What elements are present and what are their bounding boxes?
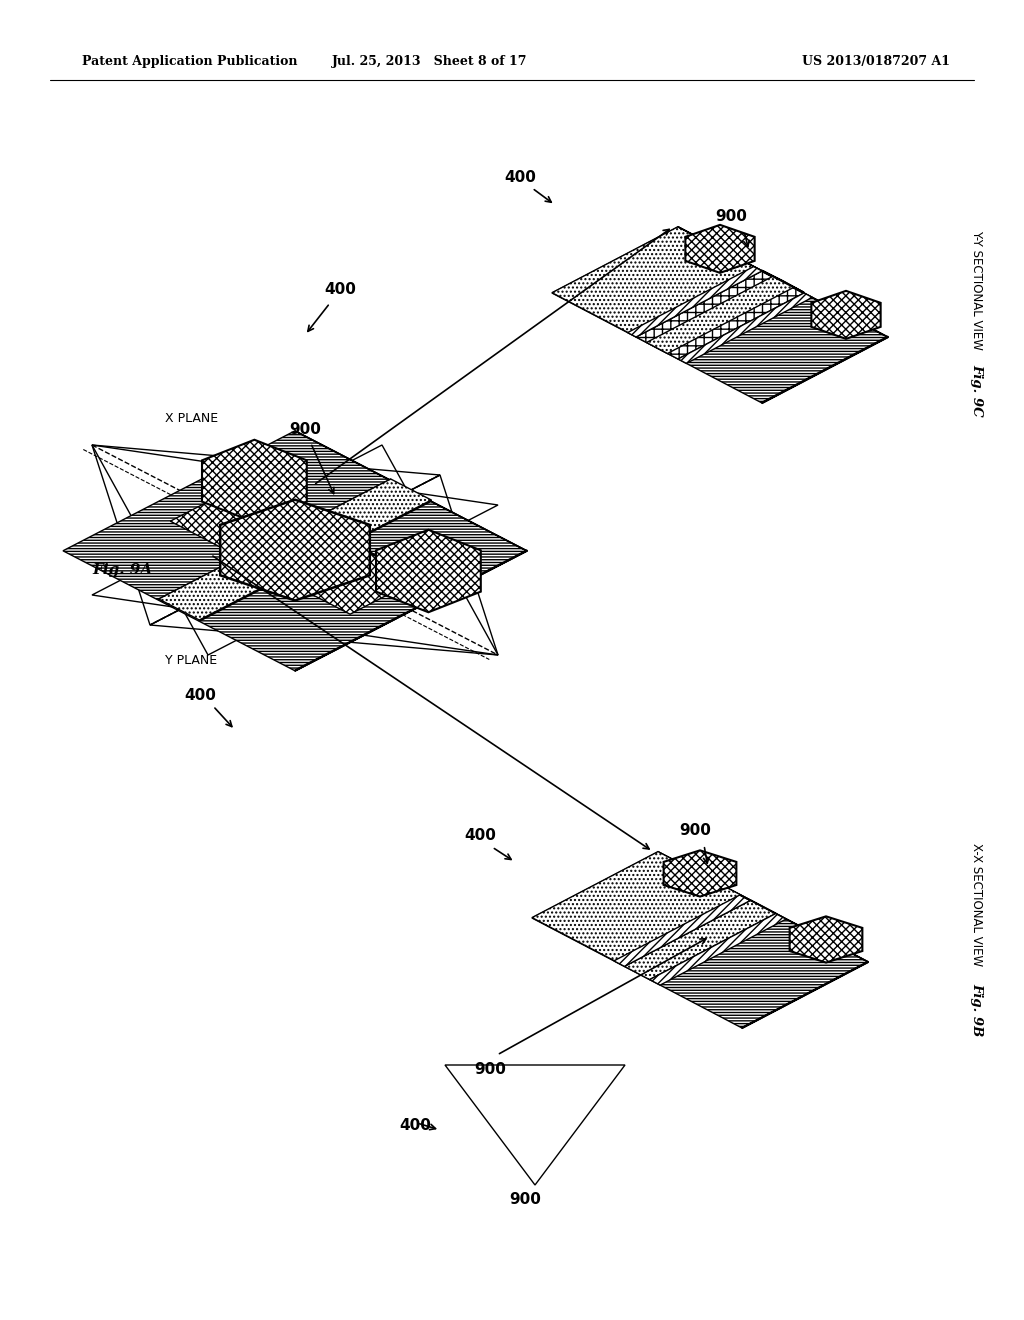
Text: Fig. 9C: Fig. 9C [970,364,983,416]
Polygon shape [202,440,307,523]
Text: Y PLANE: Y PLANE [165,653,217,667]
Text: Jul. 25, 2013   Sheet 8 of 17: Jul. 25, 2013 Sheet 8 of 17 [332,55,527,69]
Polygon shape [762,337,888,404]
Text: US 2013/0187207 A1: US 2013/0187207 A1 [802,55,950,69]
Text: 400: 400 [504,170,536,186]
Polygon shape [678,227,888,338]
Polygon shape [658,851,751,900]
Polygon shape [200,500,431,622]
Text: 900: 900 [290,422,322,437]
Polygon shape [376,529,481,612]
Polygon shape [281,543,371,589]
Polygon shape [625,900,775,979]
Text: 900: 900 [509,1192,541,1208]
Polygon shape [762,337,888,403]
Polygon shape [636,271,804,359]
Text: 900: 900 [715,210,746,224]
Polygon shape [649,913,786,985]
Polygon shape [220,500,370,601]
Polygon shape [350,543,371,554]
Polygon shape [685,224,755,273]
Text: Fig. 9B: Fig. 9B [970,983,983,1036]
Text: Y-Y SECTIONAL VIEW: Y-Y SECTIONAL VIEW [970,230,983,350]
Polygon shape [532,851,751,966]
Text: Fig. 9A: Fig. 9A [92,564,153,577]
Polygon shape [775,913,868,962]
Polygon shape [274,503,289,512]
Polygon shape [742,961,868,1028]
Polygon shape [811,290,881,339]
Polygon shape [646,276,794,354]
Text: 400: 400 [399,1118,431,1133]
Polygon shape [301,552,385,595]
Polygon shape [350,543,420,579]
Polygon shape [371,552,385,561]
Polygon shape [170,486,309,557]
Polygon shape [762,271,804,292]
Polygon shape [63,430,527,671]
Polygon shape [678,293,812,363]
Polygon shape [219,511,309,557]
Polygon shape [240,486,309,523]
Polygon shape [740,895,751,900]
Polygon shape [552,227,888,403]
Polygon shape [678,227,762,271]
Polygon shape [159,479,391,601]
Polygon shape [628,267,762,337]
Polygon shape [790,916,862,962]
Polygon shape [289,511,309,523]
Text: X PLANE: X PLANE [165,412,218,425]
Polygon shape [159,479,431,620]
Text: Patent Application Publication: Patent Application Publication [82,55,298,69]
Polygon shape [205,503,289,546]
Polygon shape [751,900,775,913]
Text: 400: 400 [324,282,356,297]
Polygon shape [614,895,751,966]
Text: X-X SECTIONAL VIEW: X-X SECTIONAL VIEW [970,843,983,966]
Polygon shape [664,850,736,896]
Polygon shape [762,271,804,293]
Polygon shape [295,430,527,552]
Polygon shape [658,851,868,962]
Text: 900: 900 [679,824,711,838]
Polygon shape [295,550,527,671]
Polygon shape [532,851,868,1028]
Polygon shape [552,227,762,337]
Text: 400: 400 [464,828,496,842]
Polygon shape [281,543,420,614]
Polygon shape [295,550,527,671]
Polygon shape [742,962,868,1028]
Text: 400: 400 [184,688,216,702]
Text: 900: 900 [474,1063,506,1077]
